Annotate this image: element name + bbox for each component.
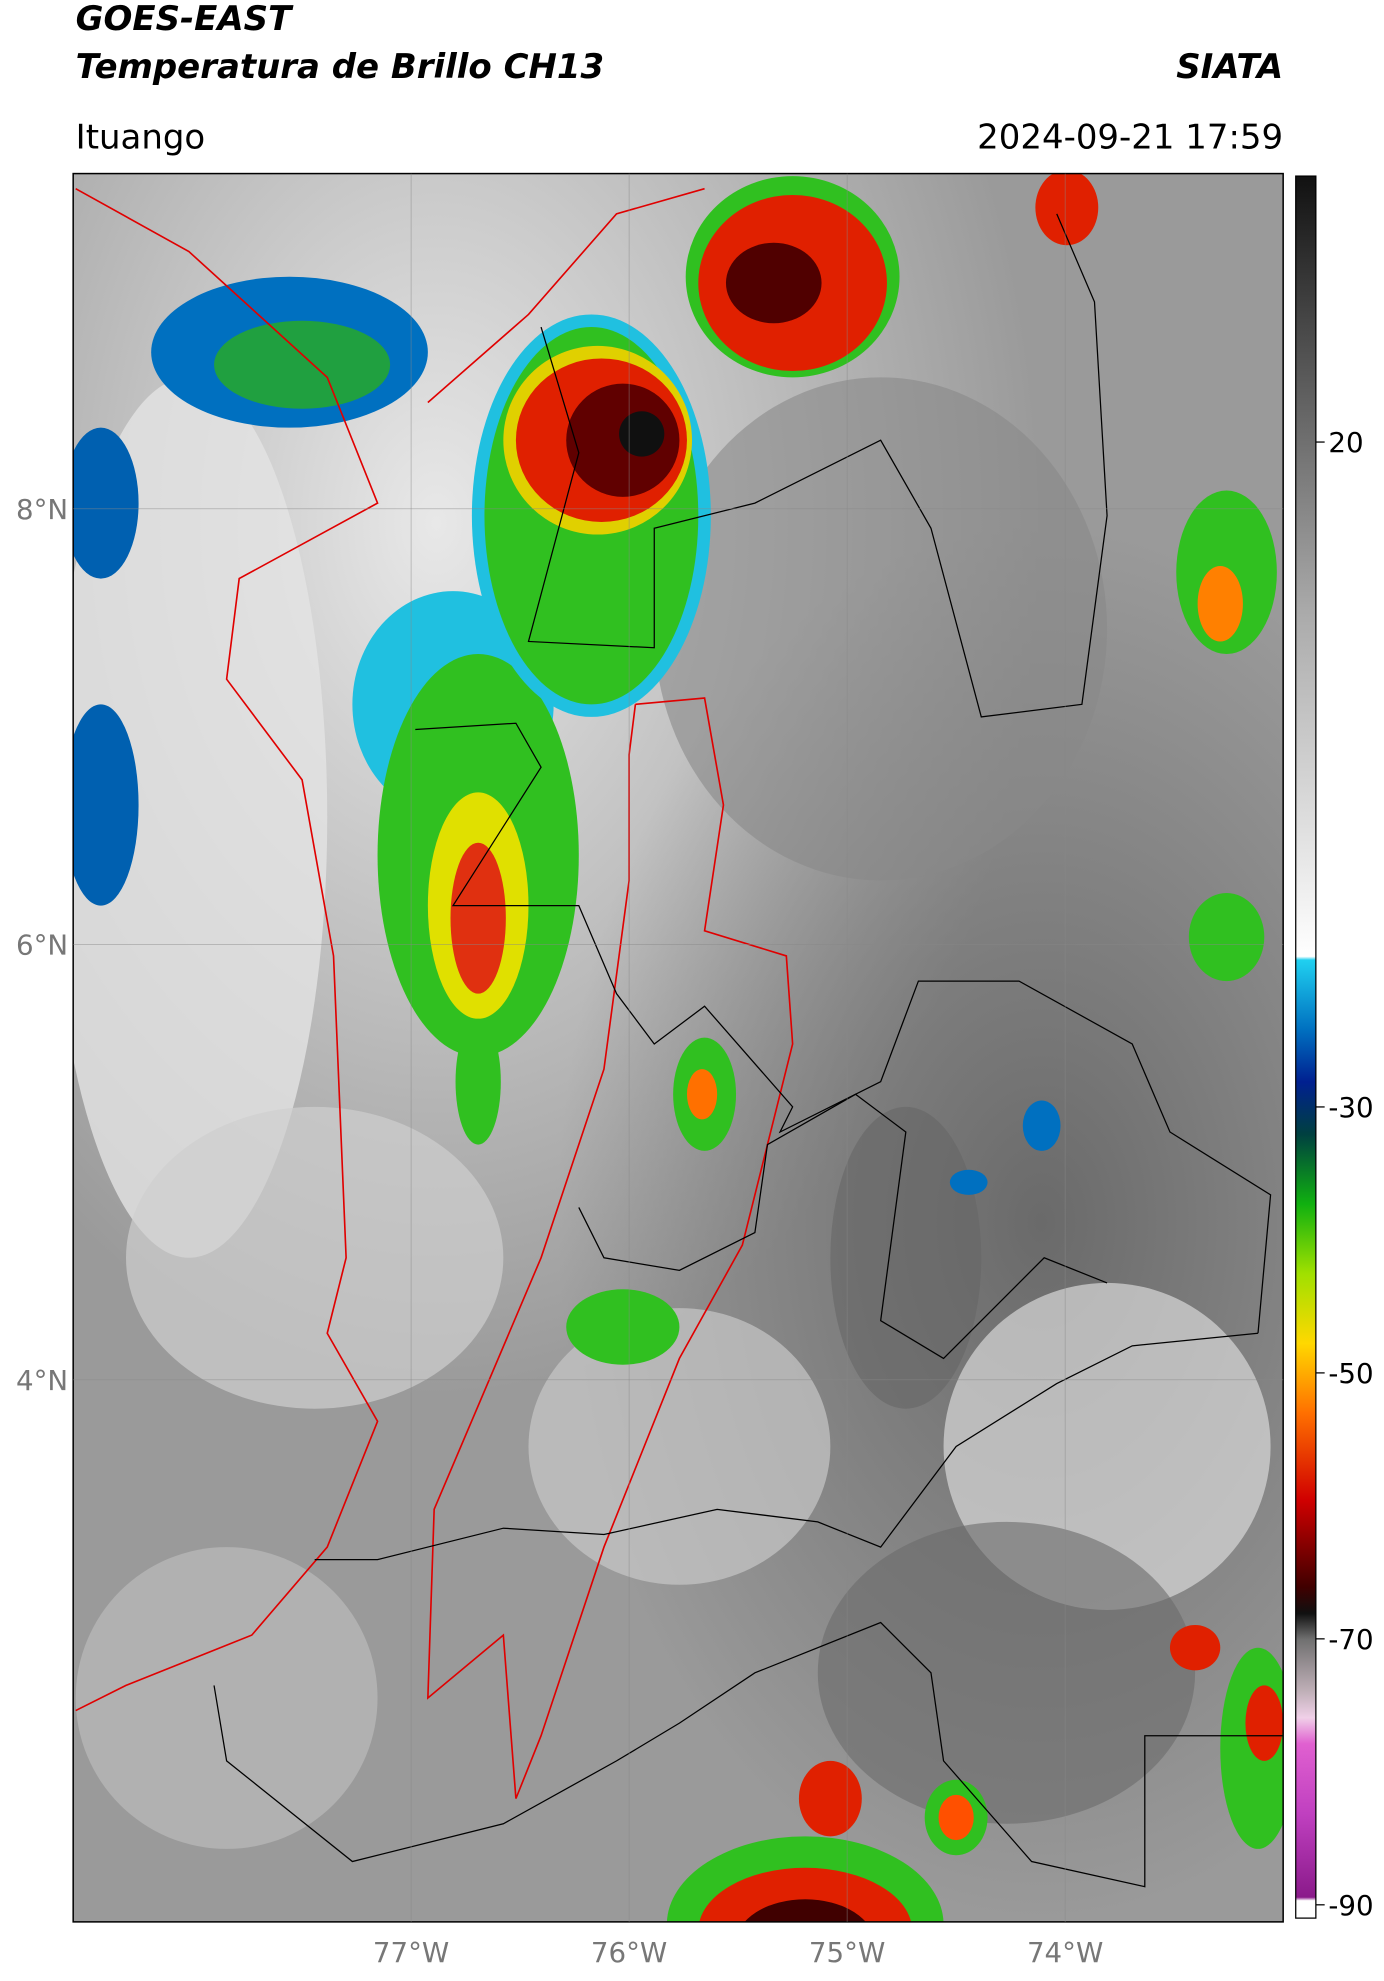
x-tick-label: 75°W bbox=[809, 1936, 885, 1969]
colorbar bbox=[1295, 175, 1317, 1919]
colorbar-tick-label: 20 bbox=[1328, 426, 1363, 459]
source: SIATA bbox=[1176, 47, 1283, 87]
colorbar-tick-label: -50 bbox=[1328, 1357, 1373, 1390]
x-tick-label: 77°W bbox=[373, 1936, 449, 1969]
x-tick-label: 74°W bbox=[1027, 1936, 1103, 1969]
map-frame bbox=[72, 172, 1284, 1923]
colorbar-tick-label: -70 bbox=[1328, 1623, 1373, 1656]
title: GOES-EAST bbox=[76, 0, 294, 39]
location: Ituango bbox=[76, 117, 206, 157]
y-tick-label: 4°N bbox=[16, 1364, 68, 1397]
y-tick-label: 6°N bbox=[16, 928, 68, 961]
satellite-image bbox=[73, 173, 1284, 1922]
datetime: 2024-09-21 17:59 bbox=[977, 117, 1283, 157]
subtitle: Temperatura de Brillo CH13 bbox=[76, 47, 604, 87]
x-tick-label: 76°W bbox=[591, 1936, 667, 1969]
axes: 77°W 76°W 75°W 74°W 8°N 6°N 4°N 20 -30 -50 -70 -90 bbox=[16, 173, 1374, 1969]
y-tick-label: 8°N bbox=[16, 493, 68, 526]
colorbar-tick-label: -30 bbox=[1328, 1091, 1373, 1124]
colorbar-tick-label: -90 bbox=[1328, 1889, 1373, 1922]
